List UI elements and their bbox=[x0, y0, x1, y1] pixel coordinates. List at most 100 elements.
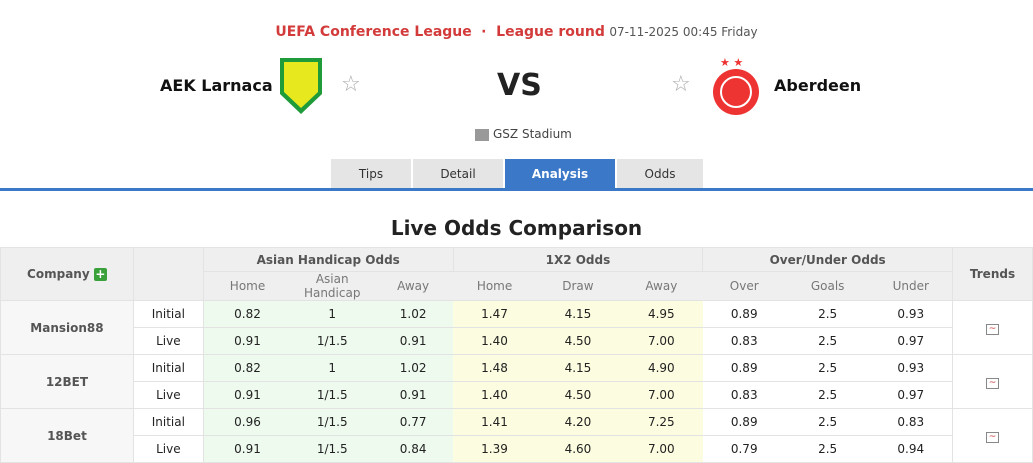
odds-cell: 1 bbox=[291, 300, 374, 328]
tab-underline bbox=[0, 188, 1033, 191]
ou-header: Over/Under Odds bbox=[702, 247, 953, 272]
subheader: Asian Handicap bbox=[291, 271, 374, 301]
odds-cell: 4.60 bbox=[535, 435, 620, 463]
odds-cell: 2.5 bbox=[785, 300, 870, 328]
odds-cell: 4.90 bbox=[619, 354, 703, 382]
subheader: Away bbox=[619, 271, 703, 301]
table-row: 18Bet Initial 0.96 1/1.5 0.77 1.41 4.20 7.25 0.8… bbox=[0, 408, 1033, 463]
away-team[interactable]: Aberdeen bbox=[774, 76, 862, 95]
subheader: Goals bbox=[785, 271, 870, 301]
odds-type: Initial bbox=[132, 408, 204, 436]
home-team[interactable]: AEK Larnaca bbox=[160, 76, 273, 95]
odds-type: Live bbox=[132, 381, 204, 409]
odds-cell: 7.00 bbox=[619, 435, 703, 463]
tab-analysis[interactable]: Analysis bbox=[505, 159, 615, 189]
odds-cell: 4.20 bbox=[535, 408, 620, 436]
odds-cell: 0.91 bbox=[203, 435, 292, 463]
company-name[interactable]: 18Bet bbox=[0, 408, 134, 463]
odds-cell: 4.50 bbox=[535, 381, 620, 409]
tab-bar: Tips Detail Analysis Odds bbox=[331, 159, 703, 189]
company-name[interactable]: Mansion88 bbox=[0, 300, 134, 355]
odds-cell: 1.40 bbox=[453, 381, 536, 409]
odds-cell: 0.91 bbox=[373, 327, 454, 355]
odds-cell: 0.93 bbox=[869, 354, 953, 382]
tab-odds[interactable]: Odds bbox=[617, 159, 703, 189]
odds-type: Live bbox=[132, 435, 204, 463]
table-row: 12BET Initial 0.82 1 1.02 1.48 4.15 4.90 0.89 2.5… bbox=[0, 354, 1033, 409]
odds-cell: 1/1.5 bbox=[291, 381, 374, 409]
trends-cell[interactable]: ~ bbox=[951, 354, 1033, 409]
odds-cell: 0.91 bbox=[203, 381, 292, 409]
odds-cell: 4.95 bbox=[619, 300, 703, 328]
odds-cell: 2.5 bbox=[785, 435, 870, 463]
odds-cell: 1.40 bbox=[453, 327, 536, 355]
odds-cell: 7.00 bbox=[619, 327, 703, 355]
table-row: Mansion88 Initial 0.82 1 1.02 1.47 4.15 4.95 0.8… bbox=[0, 300, 1033, 355]
odds-cell: 0.97 bbox=[869, 327, 953, 355]
odds-cell: 2.5 bbox=[785, 327, 870, 355]
subheader: Over bbox=[702, 271, 786, 301]
odds-cell: 1.41 bbox=[453, 408, 536, 436]
odds-cell: 0.84 bbox=[373, 435, 454, 463]
trends-header: Trends bbox=[951, 247, 1033, 301]
subheader: Under bbox=[869, 271, 953, 301]
odds-cell: 0.83 bbox=[869, 408, 953, 436]
table-row: Live 0.91 1/1.5 0.84 1.39 4.60 7.00 0.79 2.5 0.94 bbox=[1, 435, 1033, 463]
odds-cell: 4.15 bbox=[535, 354, 620, 382]
company-name[interactable]: 12BET bbox=[0, 354, 134, 409]
round-label: League round bbox=[496, 24, 605, 40]
ah-header: Asian Handicap Odds bbox=[202, 247, 454, 272]
odds-cell: 4.50 bbox=[535, 327, 620, 355]
odds-cell: 1.47 bbox=[453, 300, 536, 328]
odds-cell: 0.89 bbox=[702, 408, 786, 436]
odds-type: Initial bbox=[132, 300, 204, 328]
league-link[interactable]: UEFA Conference League bbox=[275, 24, 472, 40]
trend-chart-icon[interactable]: ~ bbox=[985, 324, 999, 335]
odds-cell: 1/1.5 bbox=[291, 408, 374, 436]
odds-cell: 0.89 bbox=[702, 354, 786, 382]
odds-cell: 1.02 bbox=[373, 354, 454, 382]
odds-cell: 0.91 bbox=[203, 327, 292, 355]
odds-cell: 0.83 bbox=[702, 327, 786, 355]
odds-cell: 7.00 bbox=[619, 381, 703, 409]
odds-cell: 0.93 bbox=[869, 300, 953, 328]
away-team-logo: ★ ★ bbox=[713, 56, 759, 115]
trend-chart-icon[interactable]: ~ bbox=[985, 432, 999, 443]
trends-cell[interactable]: ~ bbox=[951, 408, 1033, 463]
odds-cell: 0.83 bbox=[702, 381, 786, 409]
odds-cell: 0.94 bbox=[869, 435, 953, 463]
odds-type: Initial bbox=[132, 354, 204, 382]
odds-cell: 0.82 bbox=[203, 300, 292, 328]
subheader: Draw bbox=[535, 271, 620, 301]
tab-tips[interactable]: Tips bbox=[331, 159, 411, 189]
tab-detail[interactable]: Detail bbox=[413, 159, 503, 189]
table-row: Live 0.91 1/1.5 0.91 1.40 4.50 7.00 0.83 2.5 0.97 bbox=[1, 327, 1033, 355]
home-favorite-star-icon[interactable]: ☆ bbox=[341, 72, 361, 97]
odds-cell: 1/1.5 bbox=[291, 435, 374, 463]
add-company-icon[interactable]: + bbox=[93, 267, 107, 281]
odds-cell: 4.15 bbox=[535, 300, 620, 328]
odds-cell: 0.82 bbox=[203, 354, 292, 382]
odds-cell: 2.5 bbox=[785, 381, 870, 409]
away-favorite-star-icon[interactable]: ☆ bbox=[671, 72, 691, 97]
odds-cell: 0.79 bbox=[702, 435, 786, 463]
match-header: UEFA Conference League · League round 07… bbox=[0, 24, 1033, 40]
stadium: GSZ Stadium bbox=[475, 127, 572, 141]
trend-chart-icon[interactable]: ~ bbox=[985, 378, 999, 389]
trends-cell[interactable]: ~ bbox=[951, 300, 1033, 355]
odds-table: Company + Asian Handicap Odds 1X2 Odds O… bbox=[0, 247, 1033, 463]
stadium-name: GSZ Stadium bbox=[493, 127, 572, 141]
odds-cell: 0.91 bbox=[373, 381, 454, 409]
odds-cell: 2.5 bbox=[785, 408, 870, 436]
odds-cell: 2.5 bbox=[785, 354, 870, 382]
company-header: Company + bbox=[0, 247, 134, 301]
subheader: Away bbox=[373, 271, 454, 301]
odds-cell: 1.02 bbox=[373, 300, 454, 328]
odds-cell: 7.25 bbox=[619, 408, 703, 436]
match-datetime: 07-11-2025 00:45 Friday bbox=[609, 25, 758, 39]
subheader: Home bbox=[203, 271, 292, 301]
stadium-icon bbox=[475, 128, 489, 141]
odds-cell: 1.39 bbox=[453, 435, 536, 463]
table-row: Live 0.91 1/1.5 0.91 1.40 4.50 7.00 0.83 2.5 0.97 bbox=[1, 381, 1033, 409]
odds-type: Live bbox=[132, 327, 204, 355]
